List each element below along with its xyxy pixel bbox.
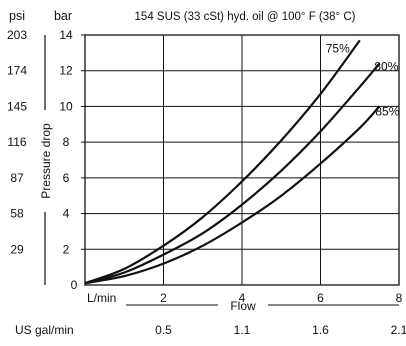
x2-unit-label: US gal/min bbox=[15, 323, 74, 337]
psi-tick-label: 29 bbox=[10, 242, 24, 256]
psi-tick-label: 203 bbox=[7, 28, 27, 42]
plot-frame bbox=[84, 34, 400, 286]
bar-tick-label: 2 bbox=[63, 242, 70, 256]
x-unit-label: L/min bbox=[87, 291, 116, 305]
x-tick-label: 6 bbox=[317, 291, 324, 305]
x-tick-label: 8 bbox=[396, 291, 403, 305]
x-tick-label: 2 bbox=[160, 291, 167, 305]
x-axis-title: Flow bbox=[230, 299, 256, 313]
x2-tick-label: 1.6 bbox=[312, 323, 329, 337]
chart-title: 154 SUS (33 cSt) hyd. oil @ 100° F (38° … bbox=[135, 11, 356, 23]
psi-tick-label: 145 bbox=[7, 99, 27, 113]
bar-unit-label: bar bbox=[54, 9, 72, 23]
y-axis-title: Pressure drop bbox=[39, 123, 53, 199]
series-layer: 75% 80% 85% bbox=[84, 39, 400, 285]
series-label-1: 75% bbox=[326, 41, 350, 55]
bar-tick-label: 0 bbox=[71, 278, 78, 292]
psi-tick-label: 174 bbox=[7, 64, 27, 78]
psi-tick-label: 58 bbox=[10, 207, 24, 221]
series-label-2: 80% bbox=[374, 60, 398, 74]
psi-unit-label: psi bbox=[9, 9, 25, 23]
series-line-3 bbox=[84, 105, 381, 285]
series-label-3: 85% bbox=[375, 104, 399, 118]
bar-tick-label: 8 bbox=[63, 135, 70, 149]
x2-tick-label: 2.1 bbox=[391, 323, 406, 337]
bar-tick-label: 4 bbox=[63, 207, 70, 221]
bar-tick-label: 10 bbox=[59, 99, 73, 113]
psi-tick-label: 87 bbox=[10, 171, 24, 185]
psi-tick-label: 116 bbox=[7, 135, 26, 149]
x2-tick-label: 0.5 bbox=[155, 323, 172, 337]
axis-labels: 0 2 4 6 8 10 12 14 29 58 87 116 145 174 203 L/min 2 4 6 8 0.… bbox=[7, 28, 406, 337]
bar-tick-label: 14 bbox=[59, 28, 73, 42]
bar-tick-label: 6 bbox=[63, 171, 70, 185]
grid bbox=[85, 35, 399, 285]
bar-tick-label: 12 bbox=[59, 64, 73, 78]
x2-tick-label: 1.1 bbox=[234, 323, 251, 337]
series-line-1 bbox=[84, 39, 361, 285]
x-tick-label: 4 bbox=[239, 291, 246, 305]
series-line-2 bbox=[84, 62, 381, 285]
